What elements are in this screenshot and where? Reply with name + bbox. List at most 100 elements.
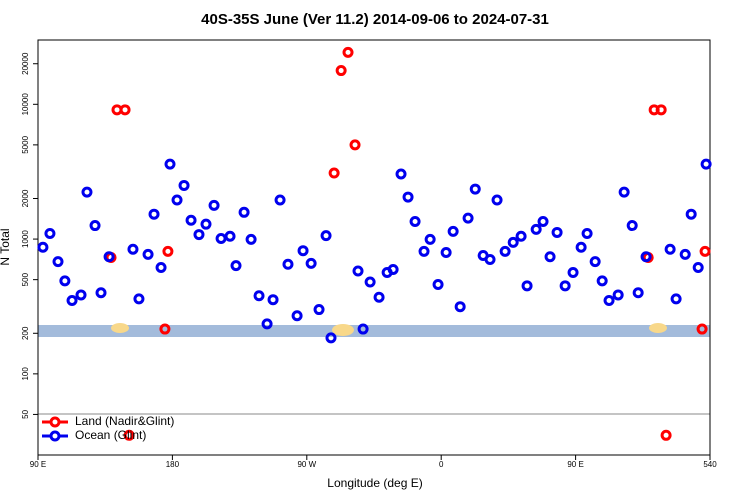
point xyxy=(95,287,107,299)
point xyxy=(567,266,579,278)
point xyxy=(142,248,154,260)
point xyxy=(267,294,279,306)
point xyxy=(575,241,587,253)
point xyxy=(660,429,672,441)
point xyxy=(664,243,676,255)
point xyxy=(230,260,242,272)
y-tick-label: 10000 xyxy=(21,93,30,116)
band xyxy=(38,325,710,337)
point xyxy=(402,191,414,203)
point xyxy=(37,241,49,253)
legend-marker xyxy=(49,416,61,428)
point xyxy=(208,199,220,211)
point xyxy=(530,223,542,235)
point xyxy=(274,194,286,206)
point xyxy=(357,323,369,335)
point xyxy=(447,225,459,237)
point xyxy=(238,206,250,218)
point xyxy=(655,104,667,116)
y-tick-label: 2000 xyxy=(21,189,30,207)
point xyxy=(119,104,131,116)
point xyxy=(484,254,496,266)
point xyxy=(537,216,549,228)
x-tick-label: 180 xyxy=(166,460,180,469)
y-tick-label: 1000 xyxy=(21,230,30,248)
band-highlight xyxy=(111,323,129,333)
point xyxy=(454,301,466,313)
y-tick-label: 100 xyxy=(21,367,30,381)
point xyxy=(81,186,93,198)
point xyxy=(581,228,593,240)
y-tick-label: 20000 xyxy=(21,52,30,75)
x-tick-label: 0 xyxy=(439,460,444,469)
point xyxy=(387,263,399,275)
point xyxy=(162,245,174,257)
legend-label: Land (Nadir&Glint) xyxy=(75,414,174,428)
x-tick-label: 90 E xyxy=(567,460,583,469)
point xyxy=(692,262,704,274)
point xyxy=(395,168,407,180)
y-tick-label: 500 xyxy=(21,272,30,286)
point xyxy=(685,208,697,220)
point xyxy=(224,230,236,242)
x-tick-label: 540 xyxy=(703,460,717,469)
point xyxy=(103,251,115,263)
point xyxy=(193,229,205,241)
point xyxy=(589,256,601,268)
point xyxy=(123,429,135,441)
point xyxy=(155,262,167,274)
point xyxy=(507,236,519,248)
y-axis-label: N Total xyxy=(0,228,12,265)
point xyxy=(215,232,227,244)
point xyxy=(632,287,644,299)
chart-title: 40S-35S June (Ver 11.2) 2014-09-06 to 20… xyxy=(201,11,549,28)
point xyxy=(178,179,190,191)
point xyxy=(373,291,385,303)
point xyxy=(89,220,101,232)
point xyxy=(253,290,265,302)
legend-marker xyxy=(49,430,61,442)
point xyxy=(670,293,682,305)
point xyxy=(325,332,337,344)
point xyxy=(626,220,638,232)
point xyxy=(164,158,176,170)
point xyxy=(245,233,257,245)
point xyxy=(640,251,652,263)
x-tick-label: 90 W xyxy=(297,460,316,469)
point xyxy=(171,194,183,206)
point xyxy=(364,276,376,288)
point xyxy=(305,257,317,269)
legend-label: Ocean (Glint) xyxy=(75,428,146,442)
point xyxy=(499,245,511,257)
point xyxy=(185,214,197,226)
band-highlight xyxy=(332,324,354,336)
point xyxy=(618,186,630,198)
point xyxy=(696,323,708,335)
point xyxy=(133,293,145,305)
y-tick-label: 50 xyxy=(21,409,30,418)
point xyxy=(159,323,171,335)
point xyxy=(127,243,139,255)
point xyxy=(699,245,711,257)
point xyxy=(44,228,56,240)
point xyxy=(418,245,430,257)
point xyxy=(462,212,474,224)
x-axis-label: Longitude (deg E) xyxy=(327,476,422,490)
point xyxy=(521,280,533,292)
point xyxy=(291,310,303,322)
point xyxy=(469,183,481,195)
point xyxy=(515,230,527,242)
point xyxy=(491,194,503,206)
point xyxy=(282,258,294,270)
point xyxy=(352,265,364,277)
point xyxy=(551,226,563,238)
point xyxy=(200,218,212,230)
point xyxy=(432,279,444,291)
point xyxy=(440,247,452,259)
point xyxy=(679,248,691,260)
point xyxy=(559,280,571,292)
point xyxy=(544,251,556,263)
point xyxy=(59,275,71,287)
point xyxy=(75,289,87,301)
